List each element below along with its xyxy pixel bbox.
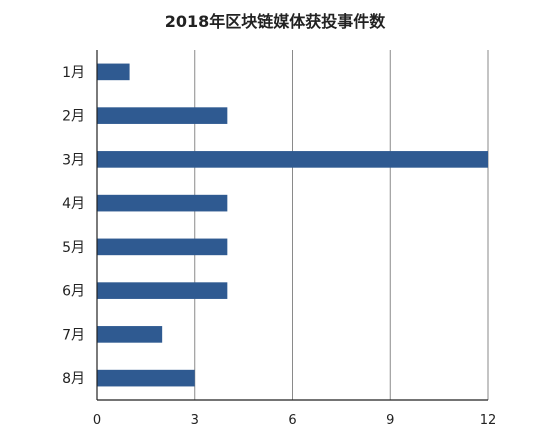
x-tick-label: 3 bbox=[191, 413, 199, 428]
y-category-label: 2月 bbox=[62, 109, 85, 125]
bar-2 bbox=[97, 107, 228, 124]
bar-1 bbox=[97, 63, 130, 81]
bar-6 bbox=[97, 282, 228, 299]
bar-3 bbox=[97, 151, 488, 168]
x-tick-label: 9 bbox=[386, 413, 394, 428]
grid-lines bbox=[194, 50, 489, 400]
x-tick-label: 12 bbox=[480, 413, 497, 428]
x-tick-label: 6 bbox=[288, 413, 296, 428]
y-category-label: 7月 bbox=[62, 327, 85, 343]
y-category-label: 8月 bbox=[62, 371, 85, 387]
y-category-label: 1月 bbox=[62, 65, 85, 81]
y-category-label: 6月 bbox=[62, 284, 85, 300]
chart-title: 2018年区块链媒体获投事件数 bbox=[164, 12, 386, 31]
axes bbox=[96, 50, 488, 401]
bar-8 bbox=[97, 369, 195, 387]
bar-5 bbox=[97, 238, 228, 256]
labels: 0 3 6 9 12 1月 2月 3月 4月 5月 6月 7月 8月 bbox=[62, 65, 496, 428]
y-category-label: 3月 bbox=[62, 152, 85, 168]
bars bbox=[97, 63, 488, 387]
bar-4 bbox=[97, 194, 228, 212]
y-category-label: 5月 bbox=[62, 240, 85, 256]
x-tick-label: 0 bbox=[93, 413, 101, 428]
y-category-label: 4月 bbox=[62, 196, 85, 212]
bar-7 bbox=[97, 326, 163, 343]
